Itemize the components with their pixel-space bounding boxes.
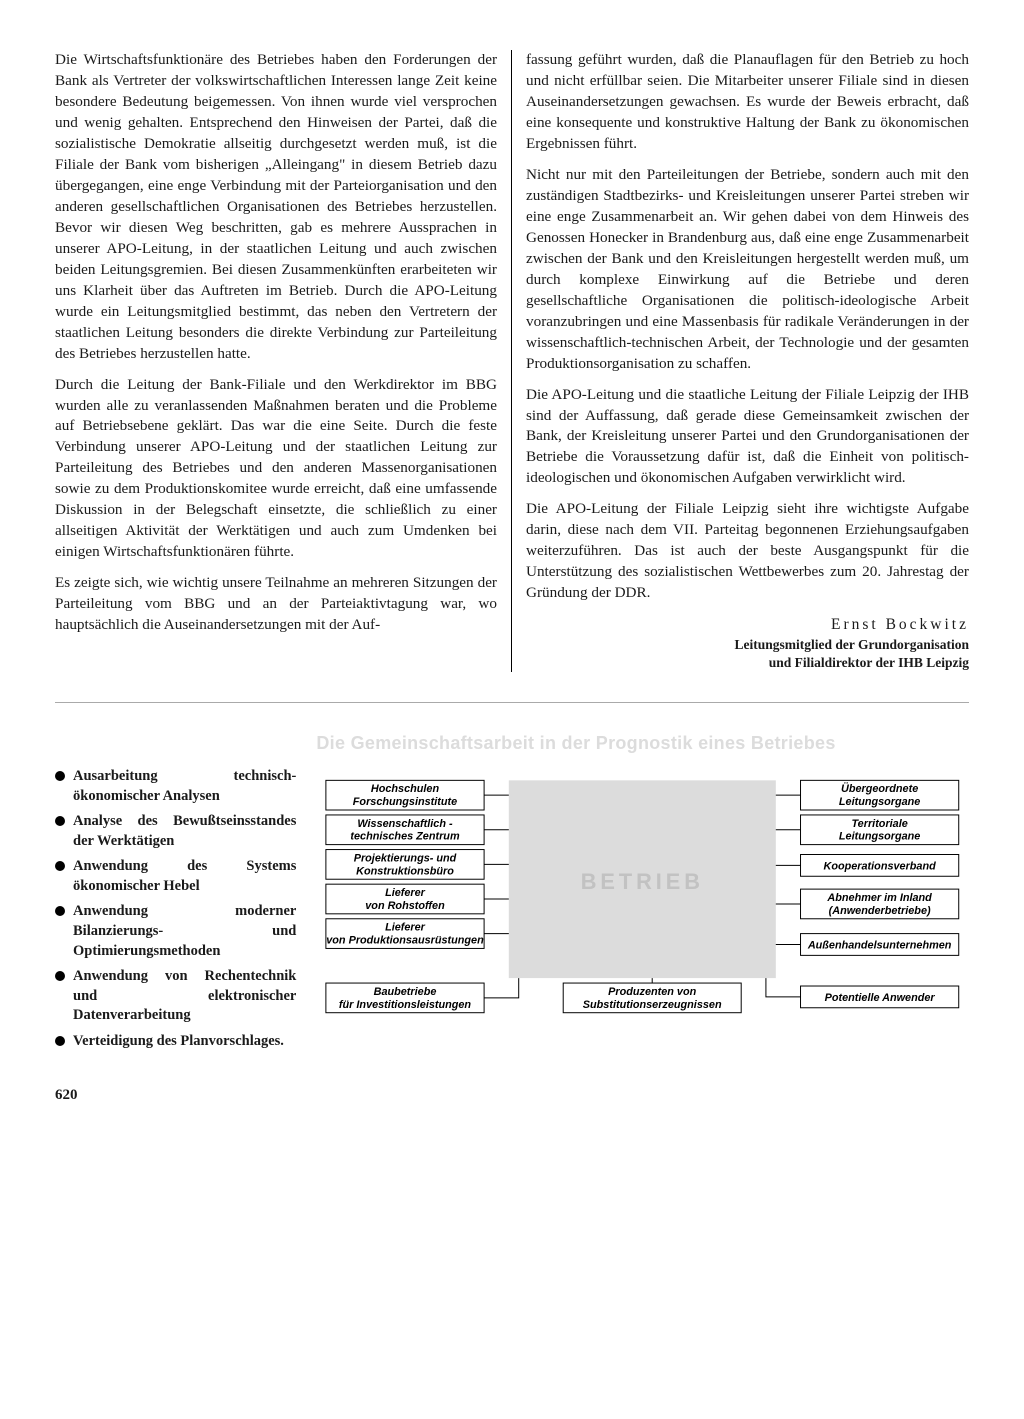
left-column: Die Wirtschaftsfunktionäre des Betriebes… [55, 50, 512, 672]
list-item: Ausarbeitung technisch-ökonomischer Anal… [55, 767, 296, 806]
diagram-title: Die Gemeinschaftsarbeit in der Prognosti… [316, 733, 969, 754]
svg-text:Leitungsorgane: Leitungsorgane [839, 831, 920, 843]
bullet-text: Anwendung von Rechentechnik und elektron… [73, 967, 296, 1026]
svg-text:Lieferer: Lieferer [385, 922, 426, 934]
bullet-text: Anwendung des Systems ökonomischer Hebel [73, 857, 296, 896]
author-title-line2: und Filialdirektor der IHB Leipzig [526, 654, 969, 672]
paragraph: Es zeigte sich, wie wichtig unsere Teiln… [55, 573, 497, 636]
section-divider [55, 702, 969, 703]
center-label: BETRIEB [581, 869, 704, 894]
bullet-text: Anwendung moderner Bilanzierungs- und Op… [73, 902, 296, 961]
paragraph: Nicht nur mit den Parteileitungen der Be… [526, 165, 969, 375]
bullet-list: Ausarbeitung technisch-ökonomischer Anal… [55, 767, 296, 1051]
svg-text:Leitungsorgane: Leitungsorgane [839, 796, 920, 808]
list-item: Anwendung von Rechentechnik und elektron… [55, 967, 296, 1026]
svg-text:Wissenschaftlich -: Wissenschaftlich - [358, 818, 454, 830]
page-number: 620 [55, 1087, 969, 1104]
left-box-group: HochschulenForschungsinstitute Wissensch… [326, 780, 484, 1012]
diagram-column: Die Gemeinschaftsarbeit in der Prognosti… [316, 733, 969, 1057]
svg-text:Kooperationsverband: Kooperationsverband [824, 860, 937, 872]
svg-text:von Rohstoffen: von Rohstoffen [366, 900, 446, 912]
bullet-icon [55, 861, 65, 871]
right-box-group: ÜbergeordneteLeitungsorgane Territoriale… [801, 780, 959, 1007]
bullet-text: Ausarbeitung technisch-ökonomischer Anal… [73, 767, 296, 806]
svg-text:Potentielle Anwender: Potentielle Anwender [825, 992, 936, 1004]
bullet-text: Analyse des Bewußtseinsstandes der Werkt… [73, 812, 296, 851]
paragraph: Die Wirtschaftsfunktionäre des Betriebes… [55, 50, 497, 365]
flowchart-diagram: BETRIEB HochschulenForschungsinstitute W… [316, 774, 969, 1024]
svg-text:Territoriale: Territoriale [852, 818, 908, 830]
list-item: Verteidigung des Planvorschlages. [55, 1032, 296, 1052]
right-column: fassung geführt wurden, daß die Planaufl… [512, 50, 969, 672]
svg-text:für Investitionsleistungen: für Investitionsleistungen [339, 999, 472, 1011]
svg-text:(Anwenderbetriebe): (Anwenderbetriebe) [829, 905, 931, 917]
bullet-text: Verteidigung des Planvorschlages. [73, 1032, 284, 1052]
svg-text:Forschungsinstitute: Forschungsinstitute [353, 796, 457, 808]
svg-text:technisches Zentrum: technisches Zentrum [351, 831, 461, 843]
author-title-line1: Leitungsmitglied der Grundorganisation [526, 636, 969, 654]
paragraph: fassung geführt wurden, daß die Planaufl… [526, 50, 969, 155]
bullet-icon [55, 771, 65, 781]
bullet-icon [55, 906, 65, 916]
bullet-icon [55, 1036, 65, 1046]
svg-text:Konstruktionsbüro: Konstruktionsbüro [357, 865, 455, 877]
svg-text:Lieferer: Lieferer [385, 887, 426, 899]
svg-text:Projektierungs- und: Projektierungs- und [354, 852, 457, 864]
list-item: Analyse des Bewußtseinsstandes der Werkt… [55, 812, 296, 851]
list-item: Anwendung des Systems ökonomischer Hebel [55, 857, 296, 896]
svg-text:Substitutionserzeugnissen: Substitutionserzeugnissen [583, 999, 722, 1011]
lower-section: Ausarbeitung technisch-ökonomischer Anal… [55, 733, 969, 1057]
bullet-icon [55, 971, 65, 981]
svg-text:Produzenten von: Produzenten von [609, 986, 697, 998]
svg-text:Übergeordnete: Übergeordnete [841, 782, 918, 795]
author-name: Ernst Bockwitz [526, 614, 969, 635]
text-columns: Die Wirtschaftsfunktionäre des Betriebes… [55, 50, 969, 672]
svg-text:Abnehmer im Inland: Abnehmer im Inland [827, 892, 933, 904]
svg-text:von Produktionsausrüstungen: von Produktionsausrüstungen [327, 935, 485, 947]
list-item: Anwendung moderner Bilanzierungs- und Op… [55, 902, 296, 961]
paragraph: Durch die Leitung der Bank-Filiale und d… [55, 375, 497, 564]
bullet-icon [55, 816, 65, 826]
bullet-column: Ausarbeitung technisch-ökonomischer Anal… [55, 733, 296, 1057]
svg-text:Hochschulen: Hochschulen [371, 783, 440, 795]
paragraph: Die APO-Leitung der Filiale Leipzig sieh… [526, 499, 969, 604]
svg-text:Außenhandelsunternehmen: Außenhandelsunternehmen [807, 939, 952, 951]
author-block: Ernst Bockwitz Leitungsmitglied der Grun… [526, 614, 969, 672]
paragraph: Die APO-Leitung und die staatliche Leitu… [526, 385, 969, 490]
svg-text:Baubetriebe: Baubetriebe [374, 986, 437, 998]
